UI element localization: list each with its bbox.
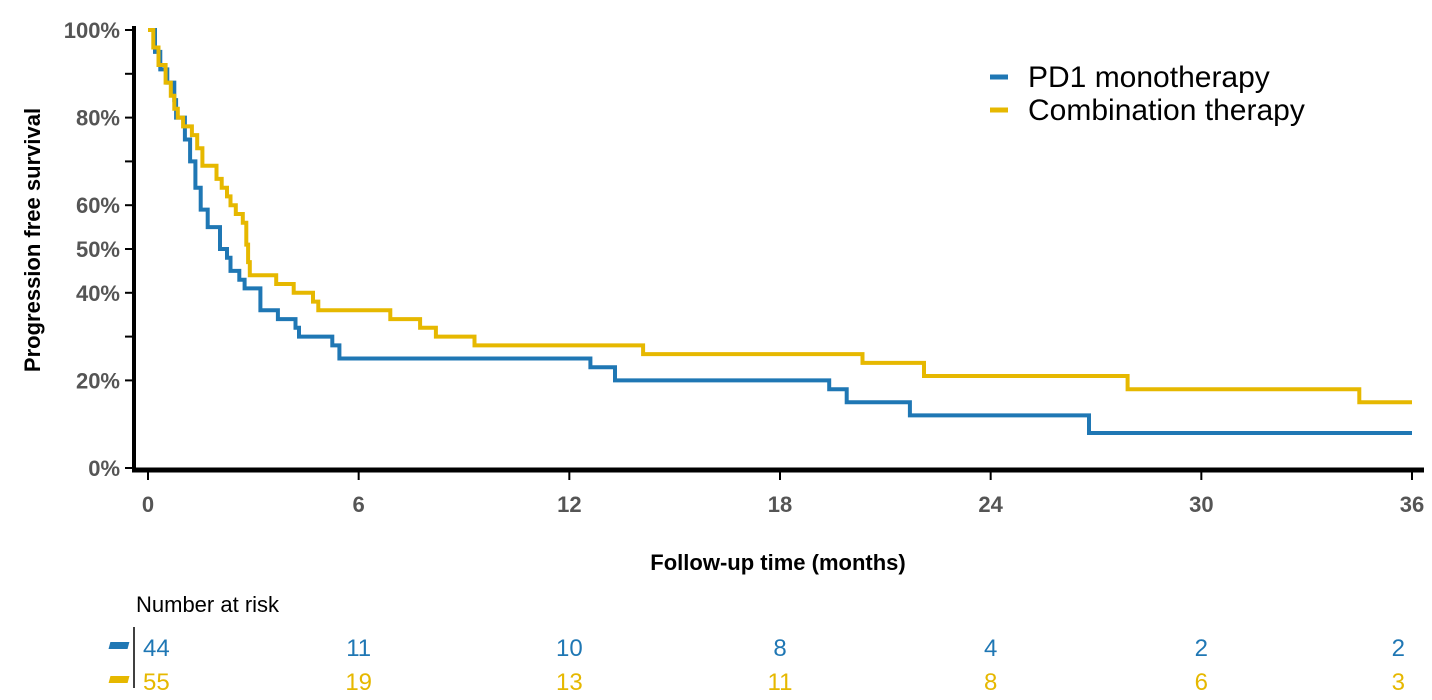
risk-value: 6 bbox=[1195, 669, 1208, 696]
risk-value: 2 bbox=[1195, 635, 1208, 662]
risk-value: 4 bbox=[984, 635, 997, 662]
x-tick-label: 36 bbox=[1400, 492, 1424, 517]
risk-table-title: Number at risk bbox=[136, 592, 280, 617]
y-tick-label: 40% bbox=[76, 281, 120, 306]
legend-label: Combination therapy bbox=[1028, 94, 1305, 127]
risk-value: 11 bbox=[768, 669, 793, 696]
risk-value: 13 bbox=[556, 669, 583, 696]
risk-value: 3 bbox=[1392, 669, 1405, 696]
y-tick-label: 50% bbox=[76, 237, 120, 262]
y-axis-title: Progression free survival bbox=[20, 108, 45, 372]
x-axis-title: Follow-up time (months) bbox=[650, 550, 905, 575]
y-tick-label: 100% bbox=[64, 18, 120, 43]
y-tick-label: 20% bbox=[76, 368, 120, 393]
y-tick-label: 60% bbox=[76, 193, 120, 218]
risk-value: 2 bbox=[1392, 635, 1405, 662]
x-axis: 0 6 12 18 24 30 36 bbox=[132, 467, 1424, 517]
number-at-risk-table: Number at risk 44 11 10 8 4 2 2 55 19 13 11 8 6 3 bbox=[108, 592, 1405, 696]
risk-value: 11 bbox=[346, 635, 371, 662]
risk-value: 10 bbox=[556, 635, 583, 662]
x-tick-label: 18 bbox=[768, 492, 792, 517]
y-tick-label: 0% bbox=[88, 456, 120, 481]
legend-label: PD1 monotherapy bbox=[1028, 61, 1270, 94]
y-axis: 0% 20% 40% 50% 60% 80% 100% bbox=[64, 18, 136, 481]
x-tick-label: 24 bbox=[978, 492, 1003, 517]
x-tick-label: 6 bbox=[353, 492, 365, 517]
risk-row-swatch bbox=[108, 642, 130, 649]
risk-value: 8 bbox=[773, 635, 786, 662]
survival-curve-combination-therapy bbox=[148, 28, 1412, 405]
x-tick-label: 30 bbox=[1189, 492, 1213, 517]
risk-row-swatch bbox=[108, 676, 130, 683]
x-tick-label: 12 bbox=[557, 492, 581, 517]
risk-value: 8 bbox=[984, 669, 997, 696]
risk-value: 55 bbox=[143, 669, 170, 696]
x-tick-label: 0 bbox=[142, 492, 154, 517]
risk-value: 19 bbox=[345, 669, 372, 696]
plot-area bbox=[148, 28, 1412, 435]
y-tick-label: 80% bbox=[76, 106, 120, 131]
risk-value: 44 bbox=[143, 635, 170, 662]
